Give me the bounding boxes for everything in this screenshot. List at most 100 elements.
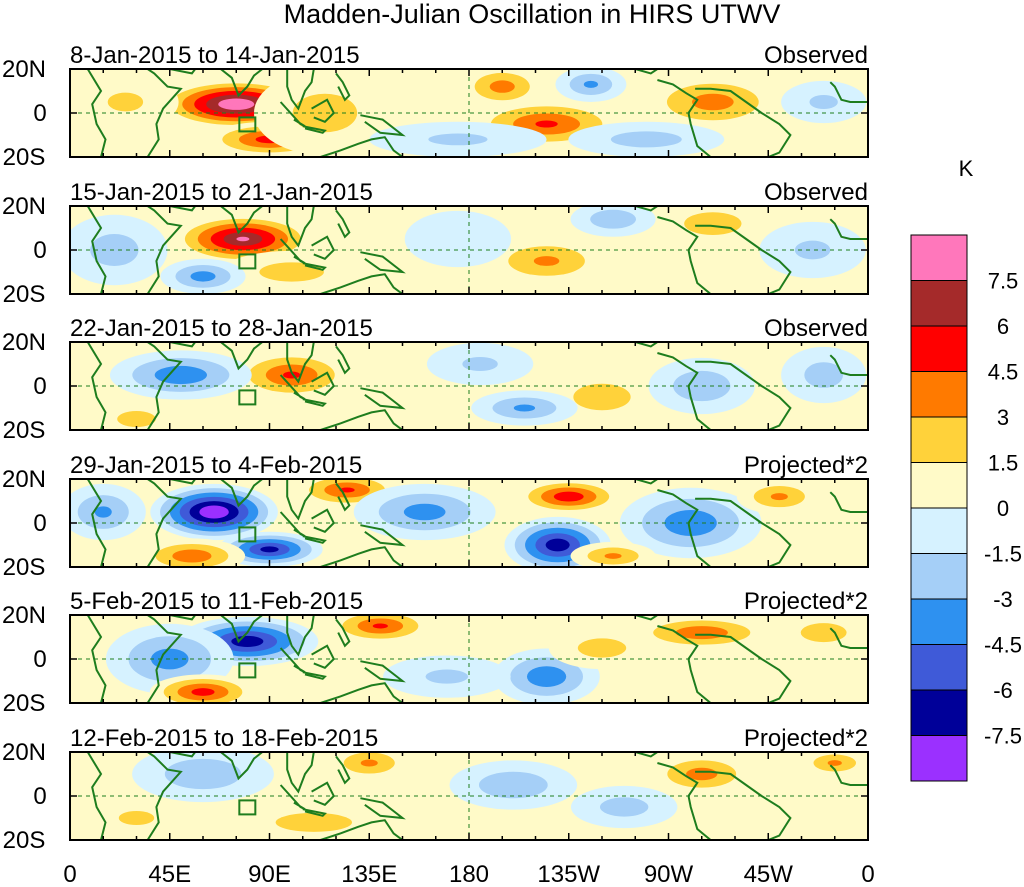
y-tick-label: 20N — [2, 466, 46, 493]
coastline — [829, 354, 868, 376]
coastline — [86, 342, 183, 430]
reference-box — [238, 662, 257, 679]
contour-band — [604, 553, 622, 559]
coastline — [220, 752, 264, 781]
coastline — [335, 345, 351, 375]
contour-band — [577, 638, 627, 658]
y-tick-label: 20S — [3, 554, 46, 581]
panel-status-label: Projected*2 — [744, 725, 868, 752]
coastline — [311, 644, 336, 669]
coastline — [335, 755, 351, 785]
coastline — [169, 206, 197, 212]
colorbar-swatch — [910, 280, 968, 327]
colorbar-swatch — [910, 234, 968, 281]
panel-period-label: 8-Jan-2015 to 14-Jan-2015 — [70, 42, 360, 69]
coastline — [311, 508, 336, 533]
panel-status-label: Observed — [764, 179, 868, 206]
contour-band — [107, 92, 144, 112]
coastline — [169, 69, 197, 75]
colorbar-swatch — [910, 371, 968, 418]
contour-band — [117, 411, 156, 427]
x-tick-label: 90W — [644, 861, 694, 887]
colorbar-swatch — [910, 644, 968, 691]
coastline — [635, 752, 658, 758]
coastline — [311, 371, 336, 396]
colorbar-label: 4.5 — [988, 360, 1019, 385]
contour-band — [236, 236, 250, 242]
x-tick-label: 0 — [861, 861, 874, 887]
y-tick-label: 0 — [33, 237, 46, 264]
coastline — [302, 535, 327, 544]
contour-band — [260, 546, 279, 553]
contour-band — [372, 623, 388, 629]
y-tick-label: 20N — [2, 602, 46, 629]
coastline — [829, 218, 868, 240]
colorbar-swatch — [910, 735, 968, 782]
contour-band — [478, 771, 548, 799]
contour-band — [230, 102, 243, 107]
y-tick-label: 20N — [2, 193, 46, 220]
colorbar-label: -6 — [993, 678, 1013, 703]
contour-band — [259, 262, 324, 282]
coastline — [360, 114, 406, 137]
contour-band — [513, 404, 536, 412]
coastline — [302, 398, 327, 407]
coastline — [302, 125, 327, 134]
coastline — [829, 81, 868, 103]
contour-band — [164, 758, 242, 790]
contour-band — [553, 491, 584, 502]
coastline — [635, 342, 658, 348]
y-tick-label: 20S — [3, 144, 46, 171]
panel-status-label: Observed — [764, 42, 868, 69]
contour-band — [545, 538, 570, 552]
coastline — [311, 235, 336, 260]
contour-band — [590, 209, 637, 229]
colorbar-swatch — [910, 507, 968, 554]
contour-band — [283, 371, 301, 379]
contour-band — [209, 509, 219, 515]
x-tick-label: 90E — [248, 861, 291, 887]
coastline — [311, 98, 336, 123]
coastline — [169, 479, 197, 485]
contour-field — [70, 206, 868, 294]
reference-box — [238, 253, 257, 270]
coastline — [220, 479, 264, 508]
y-tick-label: 20N — [2, 739, 46, 766]
coastline — [360, 251, 406, 274]
coastline — [320, 819, 404, 840]
coastline — [635, 69, 658, 75]
contour-band — [90, 234, 139, 266]
map-panel: 20N 0 20S 5-Feb-2015 to 11-Feb-2015 Projecte… — [2, 588, 869, 717]
x-tick-label: 180 — [449, 861, 489, 887]
coastline — [360, 524, 406, 547]
contour-band — [191, 688, 215, 696]
coastline — [829, 491, 868, 513]
y-tick-label: 0 — [33, 100, 46, 127]
colorbar-label: 1.5 — [988, 451, 1019, 476]
contour-band — [94, 506, 112, 518]
coastline — [220, 69, 264, 98]
contour-band — [462, 356, 498, 372]
colorbar-swatch — [910, 553, 968, 600]
panel-status-label: Projected*2 — [744, 452, 868, 479]
y-tick-label: 0 — [33, 646, 46, 673]
coastline — [335, 209, 351, 239]
coastline — [169, 752, 197, 758]
colorbar-label: -7.5 — [984, 724, 1022, 749]
panels-group: 20N 0 20S 8-Jan-2015 to 14-Jan-2015 Observed… — [2, 42, 869, 854]
coastline — [657, 625, 712, 703]
coastline — [657, 352, 712, 430]
coastline — [86, 206, 183, 294]
colorbar-label: 3 — [997, 405, 1009, 430]
coastline — [320, 136, 404, 157]
contour-band — [800, 623, 847, 643]
colorbar-label: -4.5 — [984, 633, 1022, 658]
contour-band — [172, 549, 212, 563]
colorbar-label: 7.5 — [988, 269, 1019, 294]
map-panel: 20N 0 20S 29-Jan-2015 to 4-Feb-2015 Projecte… — [2, 452, 869, 581]
contour-band — [664, 510, 717, 536]
coastline — [335, 72, 351, 102]
contour-band — [684, 212, 742, 235]
coastline — [657, 489, 712, 567]
contour-band — [360, 759, 378, 767]
